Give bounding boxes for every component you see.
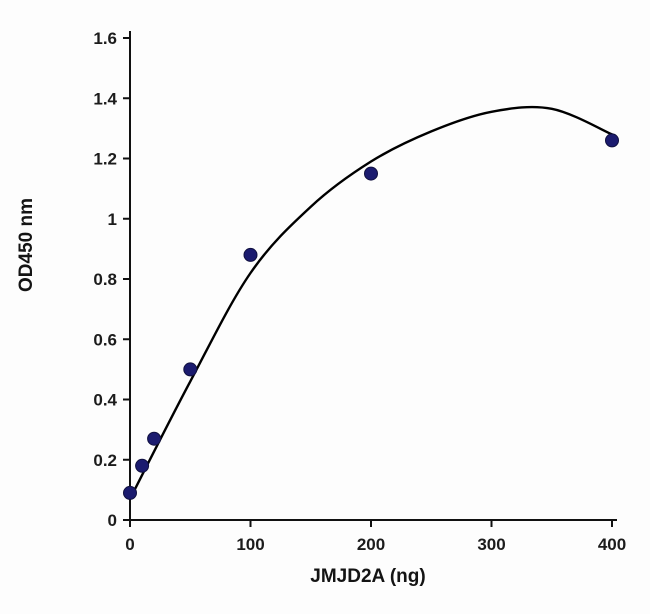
data-point (135, 458, 150, 473)
data-point (364, 166, 378, 181)
plot-area: 0 0.2 0.4 0.6 0.8 1 1.2 1.4 1.6 0 100 200 300 400 (93, 29, 626, 554)
y-tick-label: 1 (108, 210, 117, 229)
x-tick-label: 200 (357, 535, 385, 554)
data-point (183, 362, 198, 377)
fit-curve (128, 105, 614, 501)
y-tick-label: 0.8 (93, 270, 117, 289)
x-axis-title: JMJD2A (ng) (310, 566, 425, 587)
x-tick-label: 400 (598, 535, 626, 554)
y-tick-label: 1.4 (93, 89, 117, 108)
y-tick-label: 1.6 (93, 29, 117, 48)
y-axis-title: OD450 nm (16, 198, 37, 292)
x-tick-label: 100 (236, 535, 264, 554)
x-tick-label: 0 (125, 535, 134, 554)
y-tick-label: 0.2 (93, 451, 117, 470)
data-point (605, 133, 619, 148)
data-point (123, 485, 137, 500)
x-tick-label: 300 (477, 535, 505, 554)
y-tick-label: 0.4 (93, 391, 117, 410)
y-tick-label: 1.2 (93, 150, 117, 169)
y-tick-label: 0.6 (93, 330, 117, 349)
data-point (243, 247, 258, 262)
data-point (147, 431, 162, 446)
y-tick-label: 0 (108, 511, 117, 530)
